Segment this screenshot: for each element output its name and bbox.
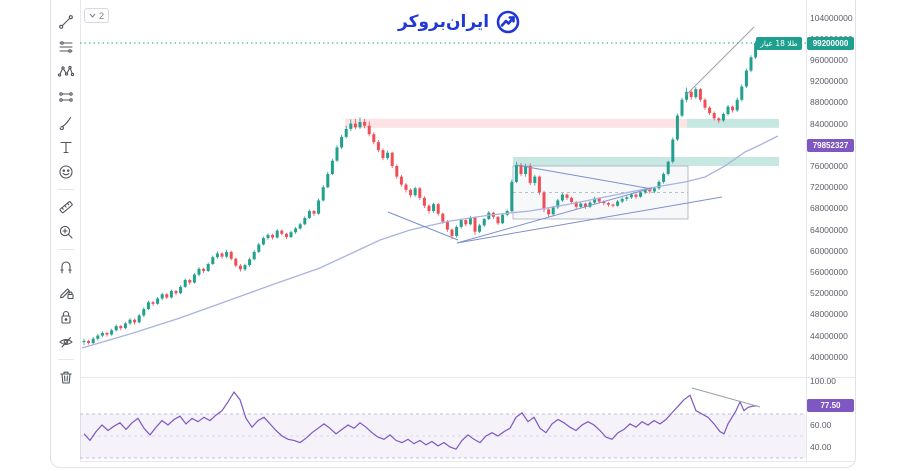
axis-label: 68000000: [810, 203, 848, 214]
hide-all-tool[interactable]: [56, 332, 76, 352]
axis-label: 40000000: [810, 351, 848, 362]
drawing-toolbar: [51, 2, 80, 460]
broker-logo: ایران‌بروکر: [398, 9, 521, 35]
axis-label: 60.00: [810, 420, 832, 430]
forecast-tool[interactable]: [56, 87, 76, 107]
axis-label: 52000000: [810, 288, 848, 299]
axis-label: 96000000: [810, 55, 848, 65]
measure-tool[interactable]: [56, 197, 76, 217]
emoji-tool[interactable]: [56, 162, 76, 182]
price-axis-border: [806, 0, 807, 461]
xabcd-pattern-tool[interactable]: [56, 62, 76, 82]
steep-rally-line: [685, 26, 755, 96]
remove-all-tool[interactable]: [56, 367, 76, 387]
toolbar-separator: [57, 359, 74, 360]
emoji-icon: [58, 165, 73, 179]
resistance-zone-pink: [345, 118, 687, 128]
price-panel[interactable]: [80, 26, 806, 349]
fib-retracement-icon: [58, 41, 73, 53]
brush-tool[interactable]: [56, 112, 76, 132]
broker-logo-icon: [496, 10, 520, 34]
rsi-panel[interactable]: [80, 387, 806, 459]
trend-line-tool[interactable]: [56, 12, 76, 32]
axis-label: 92000000: [810, 76, 848, 87]
pencil-lock-icon: [59, 288, 74, 300]
ruler-icon: [59, 201, 73, 214]
zoom-in-tool[interactable]: [56, 222, 76, 242]
symbol-label-badge: طلا 18 عیار: [756, 36, 802, 50]
forecast-icon: [58, 92, 73, 102]
breakout-zone-teal: [513, 156, 779, 166]
magnet-tool[interactable]: [56, 257, 76, 277]
fib-retracement-tool[interactable]: [56, 37, 76, 57]
axis-label: 88000000: [810, 97, 848, 108]
axis-label: 40.00: [810, 442, 832, 452]
toolbar-separator: [57, 249, 74, 250]
panel-divider[interactable]: [80, 377, 855, 378]
ma-line: [81, 135, 779, 349]
falling-line: [387, 211, 459, 241]
rsi-divergence-line: [691, 387, 761, 408]
axis-label: 56000000: [810, 267, 848, 277]
axis-label: 104000000: [810, 12, 853, 23]
lock-all-tool[interactable]: [56, 307, 76, 327]
triangle-lower: [456, 187, 653, 244]
trash-icon: [59, 371, 72, 384]
rsi-value-badge: 77.50: [807, 399, 854, 413]
time-axis-border: [80, 461, 855, 462]
broker-logo-text: ایران‌بروکر: [398, 12, 490, 32]
supply-flip-zone-teal: [687, 118, 779, 128]
axis-label: 44000000: [810, 330, 848, 341]
toolbar-separator: [57, 189, 74, 190]
brush-icon: [59, 116, 71, 131]
axis-label: 84000000: [810, 118, 848, 129]
drawing-lock-tool[interactable]: [56, 282, 76, 302]
axis-label: 72000000: [810, 182, 848, 193]
indicator-count: 2: [99, 10, 105, 21]
magnet-icon: [59, 261, 72, 274]
support-line: [456, 196, 723, 244]
price-axis[interactable]: [806, 0, 855, 461]
xabcd-pattern-icon: [57, 65, 74, 77]
chevron-down-icon: [89, 13, 96, 18]
eye-icon: [58, 336, 73, 348]
axis-label: 60000000: [810, 245, 848, 256]
text-tool[interactable]: [56, 137, 76, 157]
zoom-in-icon: [59, 225, 73, 239]
ma-value-badge: 79852327: [807, 139, 854, 153]
axis-label: 100.00: [810, 376, 836, 386]
text-icon: [59, 141, 72, 154]
triangle-upper: [515, 164, 653, 190]
current-price-badge: 99200000: [807, 36, 854, 50]
legend-collapse-chip[interactable]: 2: [84, 8, 110, 23]
toolbar-divider: [80, 0, 81, 461]
rsi-line: [83, 390, 758, 450]
axis-label: 64000000: [810, 224, 848, 235]
axis-label: 48000000: [810, 309, 848, 320]
lock-icon: [60, 310, 71, 324]
axis-label: 76000000: [810, 161, 848, 171]
trend-line-icon: [58, 15, 73, 29]
